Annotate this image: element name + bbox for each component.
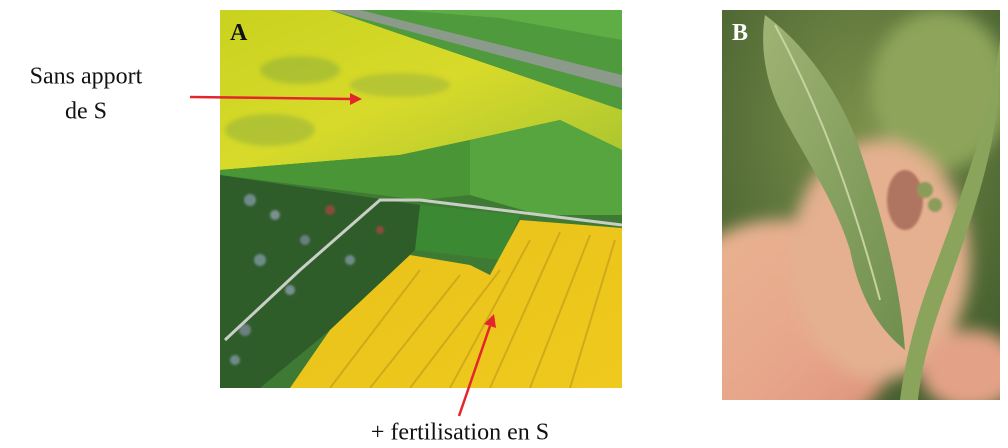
arrow — [457, 325, 492, 417]
photo-a: A — [220, 10, 622, 388]
annotation-line: de S — [65, 99, 107, 125]
panel-label: A — [230, 20, 248, 46]
panel-label: B — [732, 20, 748, 46]
annotation: + fertilisation en S — [371, 420, 549, 446]
annotation-line: Sans apport — [30, 64, 143, 90]
arrow — [189, 95, 353, 101]
photo-b: B — [722, 10, 1000, 400]
arrowhead — [350, 93, 362, 105]
arrowhead — [484, 314, 496, 328]
